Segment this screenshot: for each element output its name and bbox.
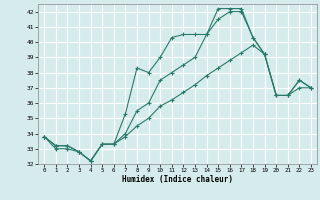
X-axis label: Humidex (Indice chaleur): Humidex (Indice chaleur) (122, 175, 233, 184)
